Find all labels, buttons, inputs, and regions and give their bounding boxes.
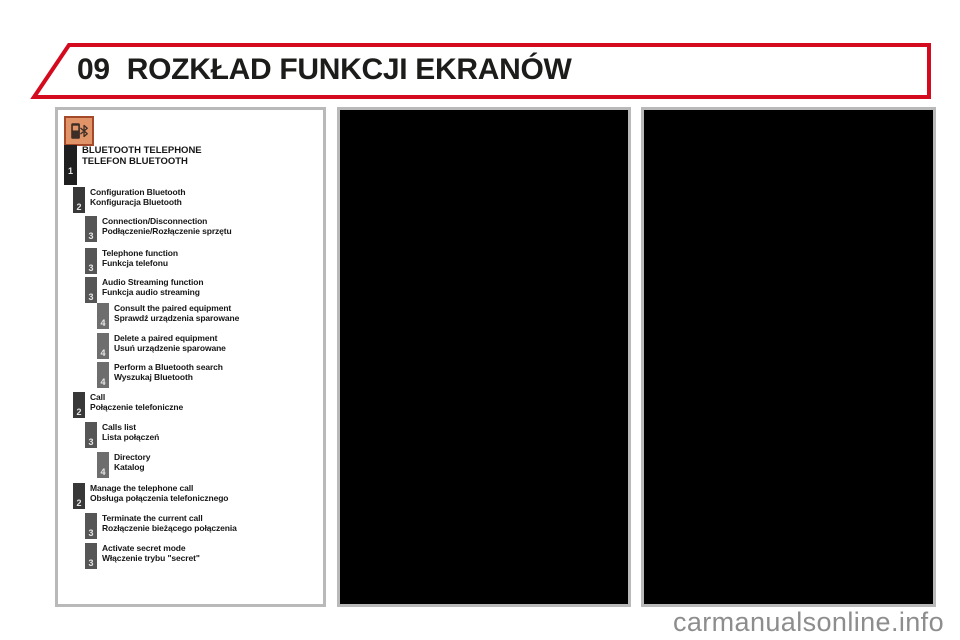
chapter-number: 09 [77,53,110,86]
menu-item-label-en: Perform a Bluetooth search [114,362,223,372]
level-number: 3 [88,263,94,273]
menu-item-label-en: Activate secret mode [102,543,186,553]
menu-item: 3 Calls list Lista połączeń [85,422,159,448]
level-number: 2 [76,407,82,417]
level-badge: 2 [73,392,85,418]
menu-item-text: Audio Streaming function Funkcja audio st… [102,277,204,297]
menu-item-label-en: Telephone function [102,248,178,258]
menu-item-label-pl: Wyszukaj Bluetooth [114,371,193,382]
menu-item: 1 BLUETOOTH TELEPHONE TELEFON BLUETOOTH [64,145,202,185]
menu-item: 2 Configuration Bluetooth Konfiguracja Blu… [73,187,186,213]
menu-item: 3 Connection/Disconnection Podłączenie/Roz… [85,216,232,242]
menu-item-label-en: BLUETOOTH TELEPHONE [82,145,202,156]
menu-item-label-pl: Połączenie telefoniczne [90,401,184,412]
bluetooth-phone-glyph [71,123,88,139]
menu-item: 3 Telephone function Funkcja telefonu [85,248,178,274]
menu-item-text: Perform a Bluetooth search Wyszukaj Bluet… [114,362,223,382]
menu-item-label-pl: Podłączenie/Rozłączenie sprzętu [102,225,232,236]
menu-item: 4 Consult the paired equipment Sprawdź urz… [97,303,239,329]
menu-item: 2 Call Połączenie telefoniczne [73,392,183,418]
level-number: 4 [100,377,106,387]
menu-item-label-pl: Funkcja audio streaming [102,286,200,297]
level-badge: 2 [73,187,85,213]
header-banner-outline [30,43,931,99]
menu-item-label-pl: Obsługa połączenia telefonicznego [90,492,229,503]
level-badge: 3 [85,422,97,448]
menu-item-label-pl: Funkcja telefonu [102,257,168,268]
menu-item-label-en: Calls list [102,422,136,432]
menu-item-label-en: Consult the paired equipment [114,303,232,313]
menu-item: 2 Manage the telephone call Obsługa połącz… [73,483,228,509]
screen-panel-middle [337,107,631,607]
level-number: 3 [88,437,94,447]
menu-item-label-pl: Konfiguracja Bluetooth [90,196,182,207]
page-header: 09 ROZKŁAD FUNKCJI EKRANÓW [77,53,572,87]
bluetooth-phone-icon [64,116,94,146]
menu-item-label-en: Audio Streaming function [102,277,204,287]
level-badge: 3 [85,248,97,274]
watermark: carmanualsonline.info [672,607,944,637]
level-number: 2 [76,202,82,212]
menu-item-text: Activate secret mode Włączenie trybu "sec… [102,543,200,563]
menu-item-label-pl: Sprawdź urządzenia sparowane [114,312,240,323]
menu-item-label-en: Terminate the current call [102,513,203,523]
menu-item-text: Call Połączenie telefoniczne [90,392,183,412]
level-number: 3 [88,292,94,302]
level-number: 2 [76,498,82,508]
level-number: 4 [100,348,106,358]
menu-item-label-pl: TELEFON BLUETOOTH [82,155,188,167]
menu-item-text: Delete a paired equipment Usuń urządzenie… [114,333,226,353]
menu-item: 3 Terminate the current call Rozłączenie b… [85,513,237,539]
menu-item-label-pl: Włączenie trybu "secret" [102,552,200,563]
menu-item-text: Connection/Disconnection Podłączenie/Rozł… [102,216,232,236]
menu-item: 4 Directory Katalog [97,452,151,478]
level-badge: 4 [97,452,109,478]
menu-item-label-en: Manage the telephone call [90,483,194,493]
level-number: 4 [100,467,106,477]
level-number: 4 [100,318,106,328]
level-number: 3 [88,558,94,568]
menu-item-text: Configuration Bluetooth Konfiguracja Blue… [90,187,186,207]
menu-item-label-en: Configuration Bluetooth [90,187,186,197]
menu-item-label-en: Delete a paired equipment [114,333,218,343]
level-badge: 1 [64,145,77,185]
menu-panel: 1 BLUETOOTH TELEPHONE TELEFON BLUETOOTH 2 Co… [55,107,326,607]
menu-item-label-pl: Usuń urządzenie sparowane [114,342,226,353]
menu-item: 4 Delete a paired equipment Usuń urządzeni… [97,333,226,359]
level-number: 1 [67,166,73,176]
menu-item-label-pl: Lista połączeń [102,431,160,442]
menu-item-text: Manage the telephone call Obsługa połącze… [90,483,228,503]
page-title: ROZKŁAD FUNKCJI EKRANÓW [126,53,572,86]
menu-item-text: Calls list Lista połączeń [102,422,159,442]
level-badge: 3 [85,513,97,539]
menu-item-label-en: Connection/Disconnection [102,216,208,226]
level-badge: 4 [97,362,109,388]
menu-item-text: BLUETOOTH TELEPHONE TELEFON BLUETOOTH [82,145,202,167]
level-badge: 3 [85,543,97,569]
screen-panel-right [641,107,936,607]
menu-item: 3 Audio Streaming function Funkcja audio s… [85,277,204,303]
menu-item-label-pl: Rozłączenie bieżącego połączenia [102,522,237,533]
menu-item-text: Telephone function Funkcja telefonu [102,248,178,268]
level-number: 3 [88,528,94,538]
level-badge: 3 [85,216,97,242]
menu-item-text: Consult the paired equipment Sprawdź urzą… [114,303,239,323]
menu-item: 3 Activate secret mode Włączenie trybu "se… [85,543,200,569]
menu-item-label-en: Directory [114,452,151,462]
menu-item-text: Directory Katalog [114,452,151,472]
level-badge: 3 [85,277,97,303]
menu-item-text: Terminate the current call Rozłączenie bi… [102,513,237,533]
level-badge: 2 [73,483,85,509]
menu-item: 4 Perform a Bluetooth search Wyszukaj Blue… [97,362,223,388]
level-badge: 4 [97,303,109,329]
level-number: 3 [88,231,94,241]
level-badge: 4 [97,333,109,359]
menu-item-label-en: Call [90,392,106,402]
menu-item-label-pl: Katalog [114,461,145,472]
